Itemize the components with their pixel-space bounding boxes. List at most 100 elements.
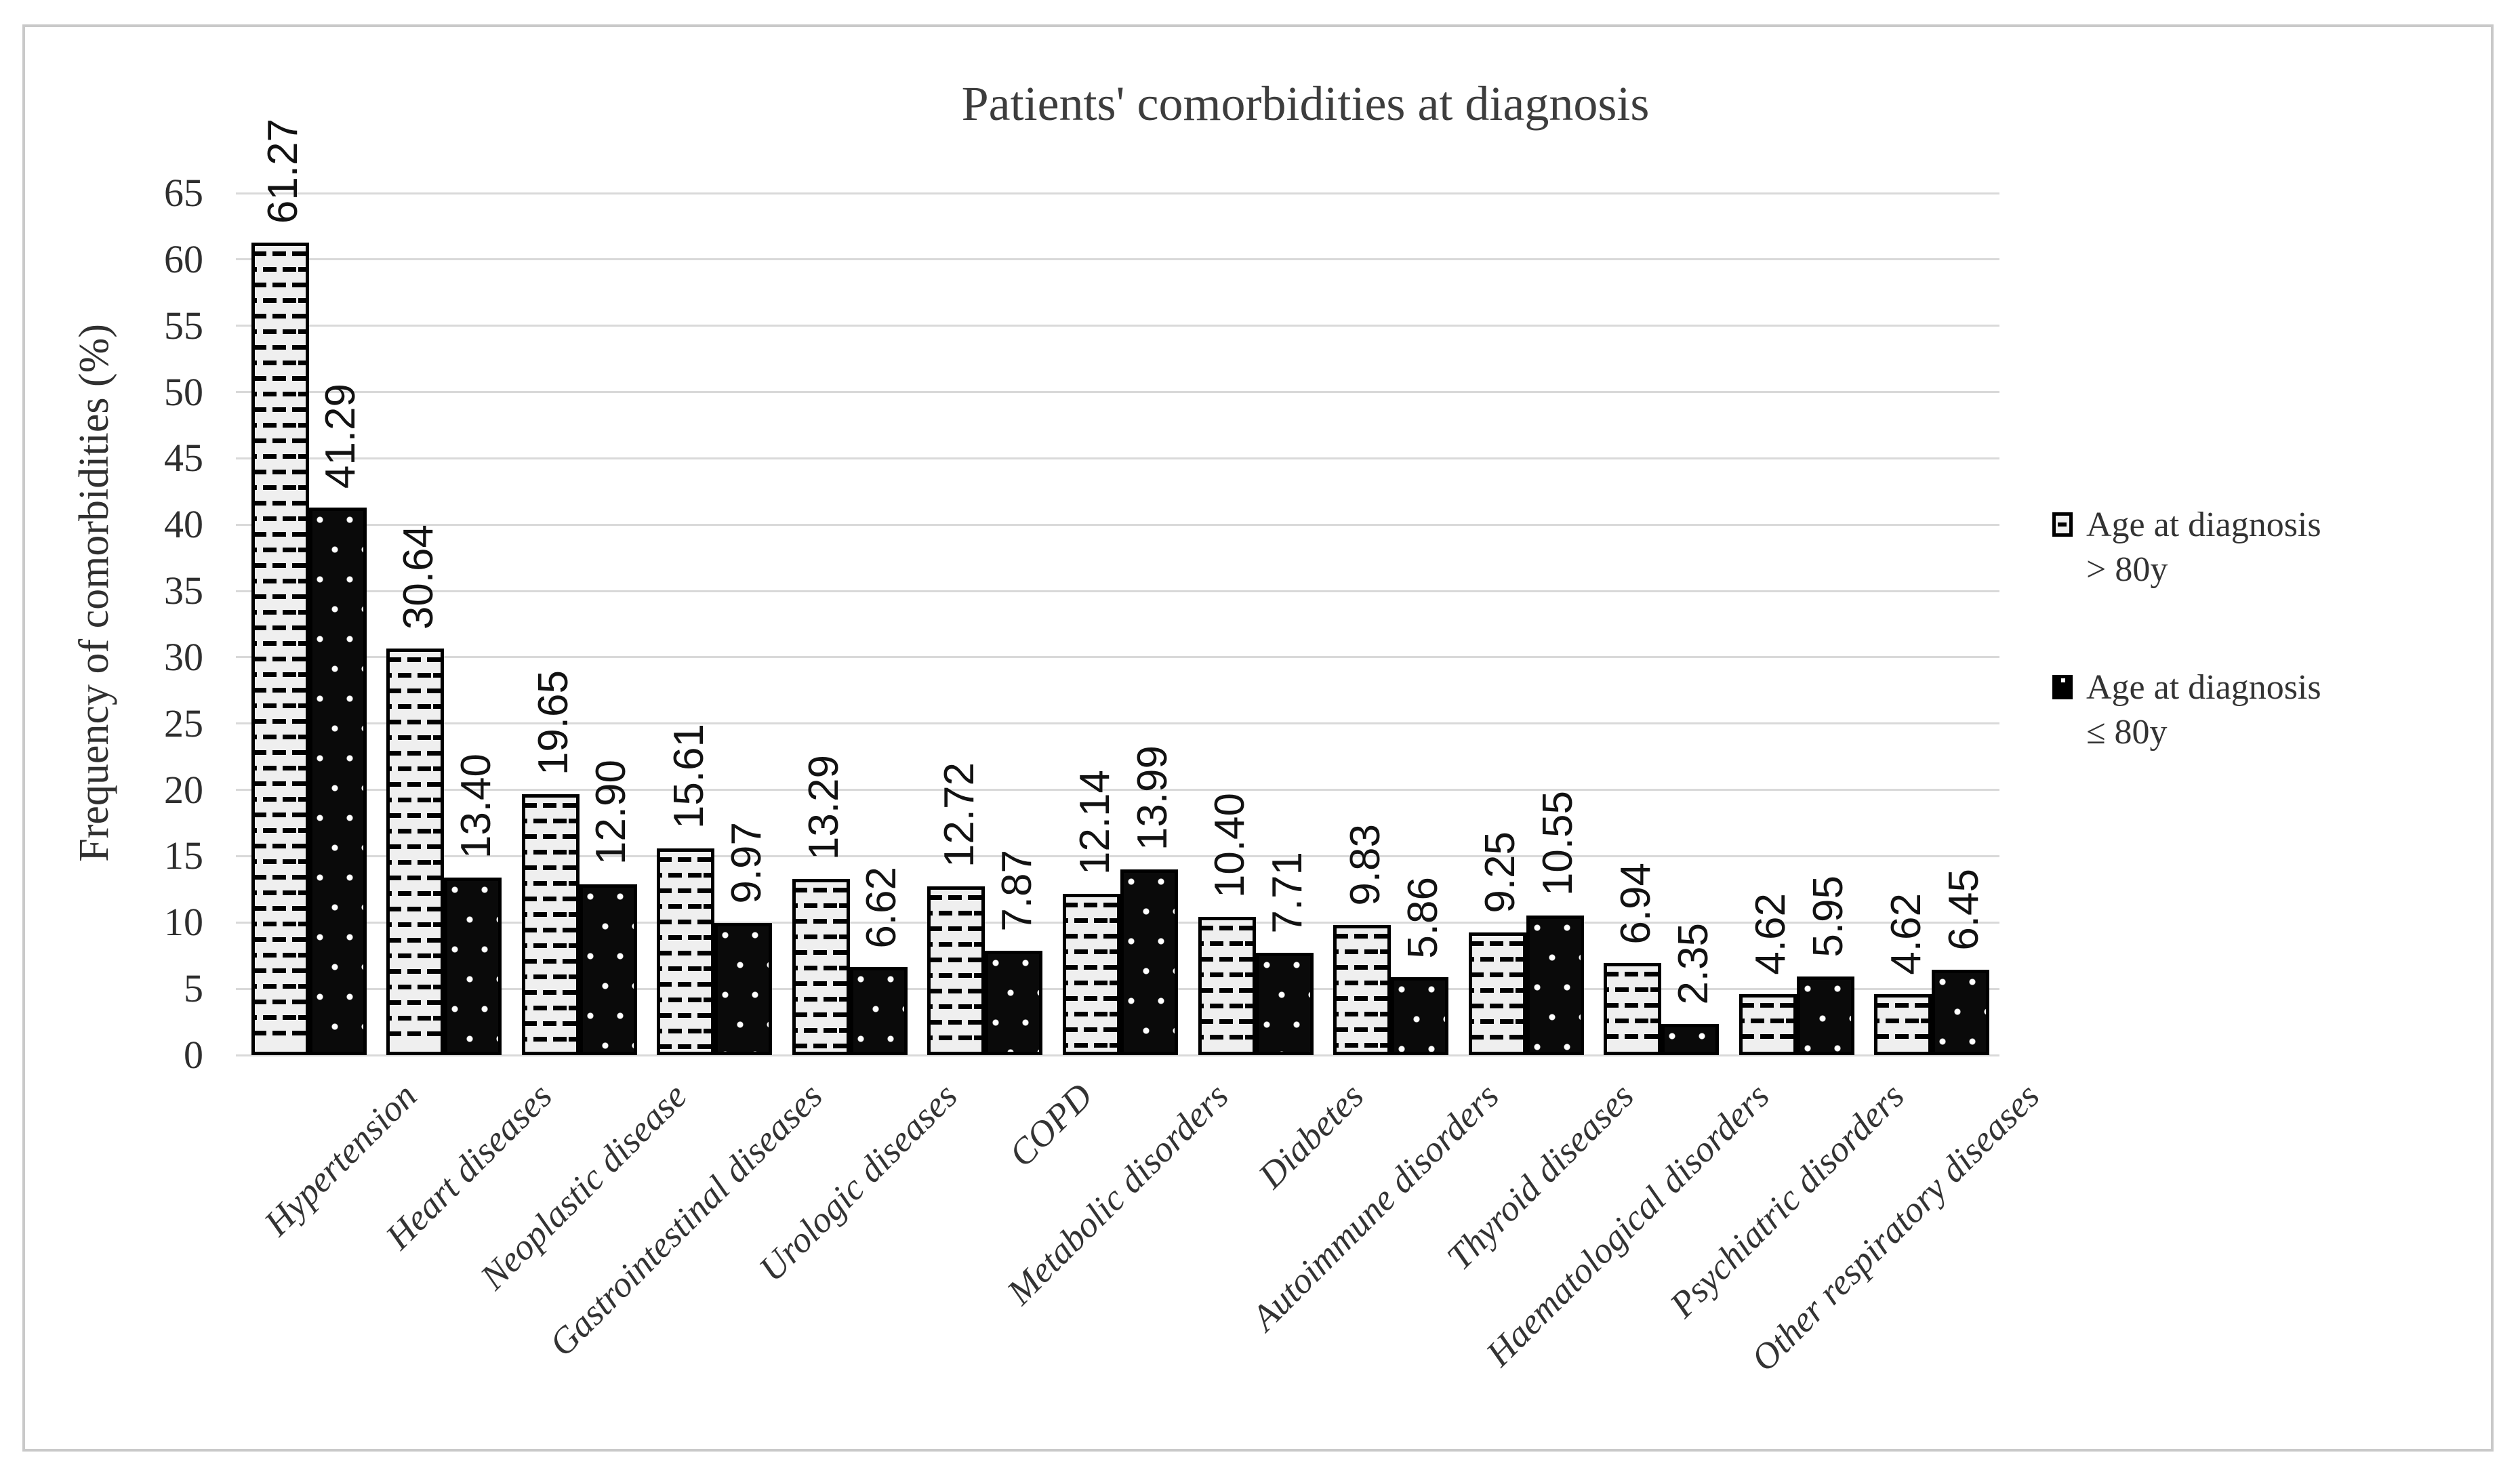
bar-pattern-row — [254, 407, 306, 412]
bar-pattern-row — [390, 782, 441, 787]
bar-age-gt-80 — [251, 242, 309, 1055]
bar-pattern-row — [525, 834, 576, 840]
bar-pattern-row — [795, 934, 847, 939]
bar-value-label: 13.40 — [452, 753, 500, 859]
bar-pattern-row — [1201, 972, 1253, 978]
bar-pattern-row — [390, 969, 441, 974]
bar-pattern-row — [1337, 995, 1388, 1001]
bar-pattern-row — [795, 996, 847, 1002]
bar-pattern-row — [254, 827, 306, 833]
bar-age-le-80 — [1255, 953, 1314, 1055]
dot-glyph-icon — [2061, 678, 2065, 682]
y-axis-tick-label: 0 — [184, 1033, 203, 1077]
bar-pattern-row — [795, 918, 847, 924]
bar-pattern-row — [1201, 957, 1253, 962]
bar-pattern-row — [525, 865, 576, 871]
bar-age-gt-80 — [1468, 932, 1526, 1055]
bar-pattern-row — [525, 1006, 576, 1011]
bar-pattern-row — [254, 812, 306, 817]
bar-pattern-row — [1201, 926, 1253, 931]
bar-value-label: 2.35 — [1669, 923, 1717, 1006]
bar-value-label: 6.45 — [1940, 869, 1987, 951]
bar-pattern-row — [660, 1044, 712, 1049]
bar-pattern-row — [795, 965, 847, 970]
bar-pattern-row — [254, 282, 306, 287]
y-axis-tick-label: 10 — [164, 900, 203, 945]
bar-pattern-row — [254, 500, 306, 506]
y-axis-tick-label: 30 — [164, 634, 203, 679]
gridline — [236, 391, 1999, 394]
bar-pattern-row — [390, 673, 441, 678]
legend-label-line1: Age at diagnosis — [2086, 668, 2321, 707]
bar-pattern-row — [1066, 965, 1117, 970]
bar-age-le-80 — [714, 922, 773, 1055]
gridline — [236, 656, 1999, 659]
bar-pattern-row — [1607, 1034, 1659, 1040]
bar-pattern-row — [525, 881, 576, 886]
bar-pattern-row — [795, 949, 847, 955]
legend-item-age-le-80: Age at diagnosis ≤ 80y — [2052, 665, 2321, 755]
bar-pattern-row — [1337, 933, 1388, 939]
bar-value-label: 13.99 — [1129, 745, 1176, 851]
bar-value-label: 9.97 — [723, 822, 770, 904]
bar-pattern-row — [254, 734, 306, 739]
bar-pattern-row — [254, 765, 306, 770]
legend-swatch-dots-icon — [2052, 675, 2073, 699]
bar-pattern-row — [525, 974, 576, 980]
bar-pattern-row — [390, 860, 441, 865]
bar-value-label: 19.65 — [530, 670, 577, 776]
gridline — [236, 1054, 1999, 1056]
bar-pattern-row — [254, 999, 306, 1004]
bar-value-label: 9.83 — [1341, 823, 1389, 906]
bar-pattern-row — [931, 895, 982, 901]
y-axis-tick-label: 50 — [164, 369, 203, 414]
bar-pattern-row — [254, 375, 306, 381]
chart-frame — [22, 24, 2494, 1452]
bar-value-label: 13.29 — [800, 754, 848, 860]
bar-age-gt-80 — [927, 886, 985, 1055]
y-axis-tick-label: 25 — [164, 701, 203, 745]
bar-pattern-row — [254, 391, 306, 396]
bar-pattern-row — [1201, 1004, 1253, 1009]
bar-pattern-row — [390, 922, 441, 928]
bar-pattern-row — [390, 720, 441, 725]
bar-pattern-row — [1066, 918, 1117, 924]
bar-pattern-row — [525, 897, 576, 902]
bar-value-label: 4.62 — [1747, 892, 1795, 975]
bar-age-le-80 — [308, 507, 367, 1055]
bar-pattern-row — [1471, 956, 1523, 962]
bar-pattern-row — [254, 1030, 306, 1035]
bar-pattern-row — [254, 749, 306, 755]
bar-age-gt-80 — [1063, 894, 1120, 1055]
bar-pattern-row — [660, 997, 712, 1002]
bar-pattern-row — [254, 531, 306, 537]
bar-age-gt-80 — [792, 878, 850, 1055]
legend-label-line2: ≤ 80y — [2086, 713, 2168, 752]
bar-pattern-row — [254, 905, 306, 911]
bar-pattern-row — [1471, 987, 1523, 993]
gridline — [236, 590, 1999, 592]
bar-pattern-row — [390, 751, 441, 756]
bar-value-label: 61.27 — [260, 118, 307, 224]
bar-age-le-80 — [1796, 976, 1854, 1055]
bar-value-label: 12.90 — [588, 760, 635, 865]
bar-value-label: 10.55 — [1535, 791, 1582, 897]
bar-age-le-80 — [579, 884, 637, 1055]
bar-pattern-row — [660, 950, 712, 955]
bar-pattern-row — [931, 973, 982, 979]
bar-pattern-row — [795, 1012, 847, 1017]
bar-age-le-80 — [849, 967, 908, 1055]
bar-pattern-row — [931, 1035, 982, 1041]
bar-age-le-80 — [1661, 1024, 1720, 1055]
bar-pattern-row — [254, 438, 306, 443]
bar-age-gt-80 — [1604, 963, 1662, 1055]
y-axis-tick-label: 45 — [164, 436, 203, 480]
bar-pattern-row — [1607, 987, 1659, 993]
bar-pattern-row — [390, 813, 441, 819]
bar-pattern-row — [931, 911, 982, 916]
bar-value-label: 41.29 — [317, 383, 365, 489]
bar-pattern-row — [254, 485, 306, 490]
bar-pattern-row — [390, 1000, 441, 1006]
bar-value-label: 5.95 — [1805, 875, 1852, 958]
bar-pattern-row — [254, 718, 306, 724]
